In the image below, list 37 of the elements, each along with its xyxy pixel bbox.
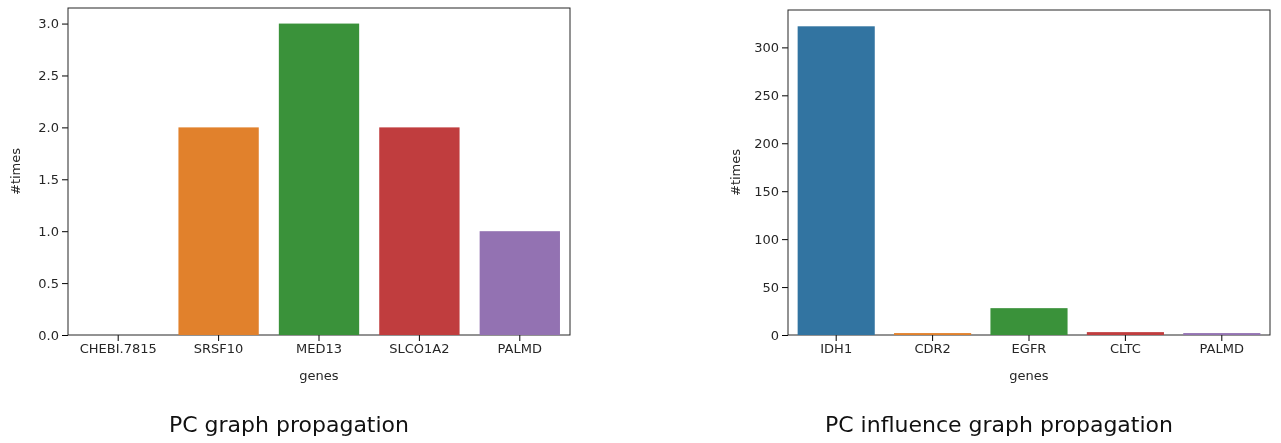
- text: PC influence graph propagation: [825, 412, 1173, 437]
- bar: [1086, 332, 1164, 335]
- y-tick-label: 150: [754, 183, 779, 199]
- y-axis-title: #times: [8, 147, 23, 196]
- x-tick-label: MED13: [296, 341, 342, 357]
- bar: [379, 127, 460, 335]
- y-tick-label: 200: [754, 135, 779, 151]
- x-axis-title: genes: [1009, 368, 1049, 383]
- y-tick-label: 1.0: [38, 223, 59, 239]
- y-tick-label: 250: [754, 87, 779, 103]
- x-tick-label: EGFR: [1011, 341, 1047, 357]
- x-tick-label: CLTC: [1110, 341, 1141, 357]
- x-tick-label: PALMD: [1199, 341, 1244, 357]
- bar: [278, 23, 360, 335]
- bar: [797, 26, 875, 335]
- x-tick-label: PALMD: [497, 341, 542, 357]
- y-tick-label: 0: [770, 327, 779, 343]
- y-axis-title: #times: [728, 148, 743, 197]
- x-tick-label: IDH1: [820, 341, 853, 357]
- x-axis-title: genes: [299, 368, 339, 383]
- y-tick-label: 300: [754, 40, 779, 56]
- bar: [990, 308, 1068, 335]
- y-tick-label: 50: [762, 279, 779, 295]
- bar: [178, 127, 259, 335]
- y-tick-label: 2.0: [38, 120, 59, 136]
- x-tick-label: CHEBI.7815: [79, 341, 157, 357]
- y-tick-label: 0.0: [38, 327, 59, 343]
- x-tick-label: SLCO1A2: [389, 341, 450, 357]
- y-tick-label: 0.5: [38, 275, 59, 291]
- y-tick-label: 2.5: [38, 68, 59, 84]
- x-tick-label: SRSF10: [193, 341, 244, 357]
- y-tick-label: 1.5: [38, 171, 59, 187]
- bar: [479, 231, 560, 335]
- text: PC graph propagation: [168, 412, 410, 437]
- y-tick-label: 100: [754, 231, 779, 247]
- x-tick-label: CDR2: [914, 341, 951, 357]
- y-tick-label: 3.0: [38, 16, 59, 32]
